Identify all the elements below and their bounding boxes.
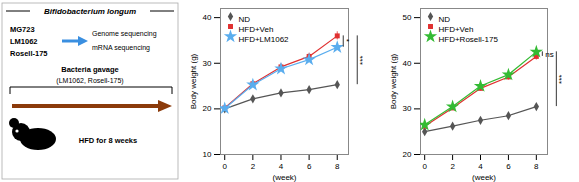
svg-text:(week): (week)	[472, 173, 496, 182]
svg-text:20: 20	[203, 104, 212, 113]
svg-text:HFD+LM1062: HFD+LM1062	[239, 35, 290, 44]
svg-text:10: 10	[203, 150, 212, 159]
svg-text:Body weight (g): Body weight (g)	[189, 53, 198, 109]
svg-text:HFD for 8 weeks: HFD for 8 weeks	[79, 136, 137, 145]
svg-text:4: 4	[279, 162, 284, 171]
svg-text:8: 8	[335, 162, 340, 171]
svg-text:40: 40	[203, 13, 212, 22]
svg-text:(week): (week)	[272, 173, 296, 182]
svg-text:HFD+Veh: HFD+Veh	[439, 25, 474, 34]
svg-text:HFD+Rosell-175: HFD+Rosell-175	[439, 35, 499, 44]
svg-text:***: ***	[358, 56, 367, 65]
svg-text:Genome sequencing: Genome sequencing	[92, 30, 157, 38]
svg-text:mRNA sequencing: mRNA sequencing	[92, 44, 150, 52]
svg-text:***: ***	[557, 75, 566, 84]
svg-text:Rosell-175: Rosell-175	[10, 49, 48, 58]
svg-text:6: 6	[307, 162, 312, 171]
svg-text:20: 20	[403, 150, 412, 159]
svg-text:50: 50	[403, 13, 412, 22]
svg-text:Bacteria gavage: Bacteria gavage	[61, 65, 119, 74]
svg-text:0: 0	[222, 162, 227, 171]
svg-text:8: 8	[534, 162, 539, 171]
svg-text:ns: ns	[545, 50, 553, 59]
svg-text:4: 4	[478, 162, 483, 171]
svg-text:30: 30	[203, 59, 212, 68]
svg-text:LM1062: LM1062	[10, 37, 38, 46]
svg-text:ND: ND	[439, 15, 451, 24]
svg-text:30: 30	[403, 104, 412, 113]
svg-text:(LM1062, Rosell-175): (LM1062, Rosell-175)	[56, 77, 123, 85]
svg-text:*: *	[346, 37, 349, 46]
svg-text:40: 40	[403, 59, 412, 68]
svg-text:6: 6	[506, 162, 511, 171]
svg-text:HFD+Veh: HFD+Veh	[239, 25, 274, 34]
svg-text:MG723: MG723	[10, 25, 35, 34]
svg-text:ND: ND	[239, 15, 251, 24]
svg-text:Body weight (g): Body weight (g)	[389, 53, 398, 109]
svg-text:2: 2	[251, 162, 256, 171]
svg-text:2: 2	[450, 162, 455, 171]
svg-text:0: 0	[422, 162, 427, 171]
svg-text:Bifidobacterium longum: Bifidobacterium longum	[44, 7, 136, 16]
